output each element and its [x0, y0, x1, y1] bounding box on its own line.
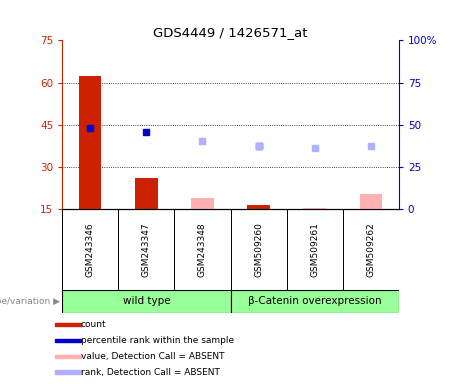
Text: GSM243346: GSM243346 [86, 222, 95, 277]
Text: value, Detection Call = ABSENT: value, Detection Call = ABSENT [81, 352, 224, 361]
Text: rank, Detection Call = ABSENT: rank, Detection Call = ABSENT [81, 368, 219, 377]
Text: β-Catenin overexpression: β-Catenin overexpression [248, 296, 381, 306]
Text: GSM509262: GSM509262 [366, 222, 375, 277]
Text: GSM243347: GSM243347 [142, 222, 151, 277]
Bar [55, 355, 81, 358]
Bar [230, 290, 399, 313]
Bar [247, 205, 270, 209]
Text: count: count [81, 320, 106, 329]
Bar [55, 339, 81, 342]
Text: GSM243348: GSM243348 [198, 222, 207, 277]
Text: GSM509260: GSM509260 [254, 222, 263, 277]
Text: genotype/variation ▶: genotype/variation ▶ [0, 297, 60, 306]
Bar [55, 371, 81, 374]
Bar [55, 323, 81, 326]
Text: GSM509261: GSM509261 [310, 222, 319, 277]
Bar [79, 76, 101, 209]
Text: wild type: wild type [123, 296, 170, 306]
Title: GDS4449 / 1426571_at: GDS4449 / 1426571_at [153, 26, 308, 39]
Bar [191, 198, 214, 209]
Bar [360, 194, 382, 209]
Bar [303, 208, 326, 209]
Bar [135, 178, 158, 209]
Text: percentile rank within the sample: percentile rank within the sample [81, 336, 234, 345]
Bar [62, 290, 230, 313]
